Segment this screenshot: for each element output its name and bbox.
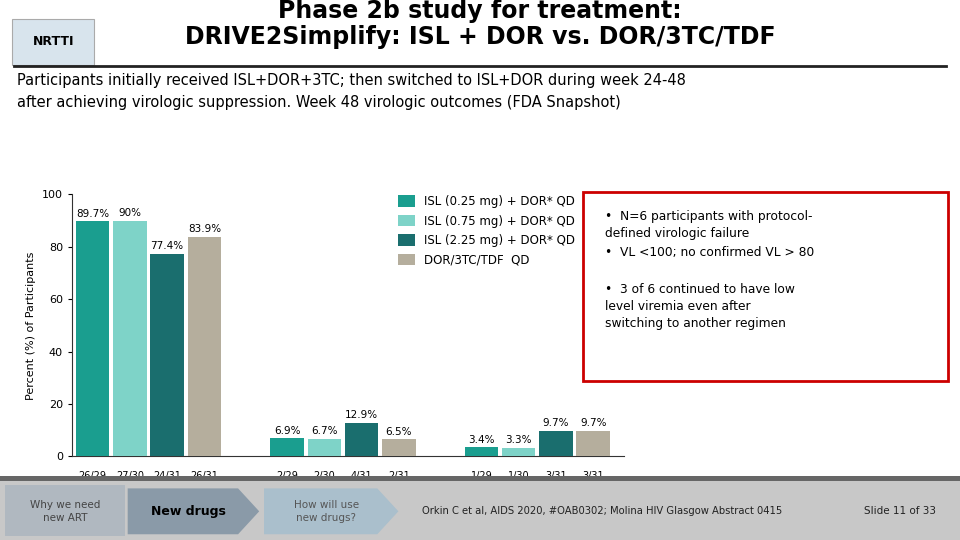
Text: Orkin C et al, AIDS 2020, #OAB0302; Molina HIV Glasgow Abstract 0415: Orkin C et al, AIDS 2020, #OAB0302; Moli… — [422, 507, 782, 516]
Bar — [113, 220, 147, 456]
Text: •  VL <100; no confirmed VL > 80: • VL <100; no confirmed VL > 80 — [605, 246, 814, 259]
Text: 26/31: 26/31 — [190, 471, 218, 481]
Text: 3.4%: 3.4% — [468, 435, 494, 445]
Text: 6.9%: 6.9% — [274, 426, 300, 436]
Text: 27/30: 27/30 — [116, 471, 144, 481]
Text: Participants initially received ISL+DOR+3TC; then switched to ISL+DOR during wee: Participants initially received ISL+DOR+… — [17, 73, 686, 110]
Bar — [76, 221, 109, 456]
Bar — [187, 237, 221, 456]
Text: 2/29: 2/29 — [276, 471, 298, 481]
Text: •  N=6 participants with protocol-
defined virologic failure: • N=6 participants with protocol- define… — [605, 210, 812, 240]
Text: DRIVE2Simplify: ISL + DOR vs. DOR/3TC/TDF: DRIVE2Simplify: ISL + DOR vs. DOR/3TC/TD… — [184, 25, 776, 49]
Y-axis label: Percent (%) of Participants: Percent (%) of Participants — [27, 251, 36, 400]
Text: 2/31: 2/31 — [388, 471, 410, 481]
Text: HIV-1 RNA ≥50 copies/mL: HIV-1 RNA ≥50 copies/mL — [267, 485, 419, 498]
Bar — [151, 254, 184, 456]
Text: 3.3%: 3.3% — [506, 435, 532, 445]
Bar — [345, 422, 378, 456]
Text: 3/31: 3/31 — [545, 471, 566, 481]
Bar — [502, 448, 536, 456]
Text: No Virologic Data in Window: No Virologic Data in Window — [454, 485, 621, 498]
Text: Why we need
new ART: Why we need new ART — [30, 500, 101, 523]
Text: 83.9%: 83.9% — [188, 224, 221, 234]
Text: 12.9%: 12.9% — [345, 410, 378, 420]
Bar — [540, 431, 573, 456]
Legend: ISL (0.25 mg) + DOR* QD, ISL (0.75 mg) + DOR* QD, ISL (2.25 mg) + DOR* QD, DOR/3: ISL (0.25 mg) + DOR* QD, ISL (0.75 mg) +… — [398, 195, 575, 267]
Text: •  3 of 6 continued to have low
level viremia even after
switching to another re: • 3 of 6 continued to have low level vir… — [605, 283, 795, 330]
Bar — [307, 439, 341, 456]
Text: How will use
new drugs?: How will use new drugs? — [294, 500, 359, 523]
Text: 26/29: 26/29 — [79, 471, 107, 481]
Text: 9.7%: 9.7% — [580, 418, 607, 428]
Text: 1/29: 1/29 — [470, 471, 492, 481]
Bar — [271, 438, 304, 456]
Bar — [465, 448, 498, 456]
Text: Phase 2b study for treatment:: Phase 2b study for treatment: — [278, 0, 682, 23]
Text: 1/30: 1/30 — [508, 471, 530, 481]
Text: 6.5%: 6.5% — [386, 427, 412, 437]
Text: Slide 11 of 33: Slide 11 of 33 — [864, 507, 936, 516]
Text: 90%: 90% — [118, 208, 141, 218]
Text: 89.7%: 89.7% — [76, 209, 109, 219]
Text: 6.7%: 6.7% — [311, 426, 338, 436]
Bar — [576, 431, 610, 456]
Text: 77.4%: 77.4% — [151, 241, 183, 251]
Bar — [382, 439, 416, 456]
Text: 3/31: 3/31 — [583, 471, 604, 481]
Text: 24/31: 24/31 — [154, 471, 181, 481]
Text: 2/30: 2/30 — [314, 471, 335, 481]
Text: New drugs: New drugs — [152, 505, 226, 518]
Text: 9.7%: 9.7% — [542, 418, 569, 428]
Text: HIV-1 RNA <50 copies/mL: HIV-1 RNA <50 copies/mL — [73, 485, 225, 498]
Text: NRTTI: NRTTI — [33, 35, 74, 48]
Text: 4/31: 4/31 — [350, 471, 372, 481]
